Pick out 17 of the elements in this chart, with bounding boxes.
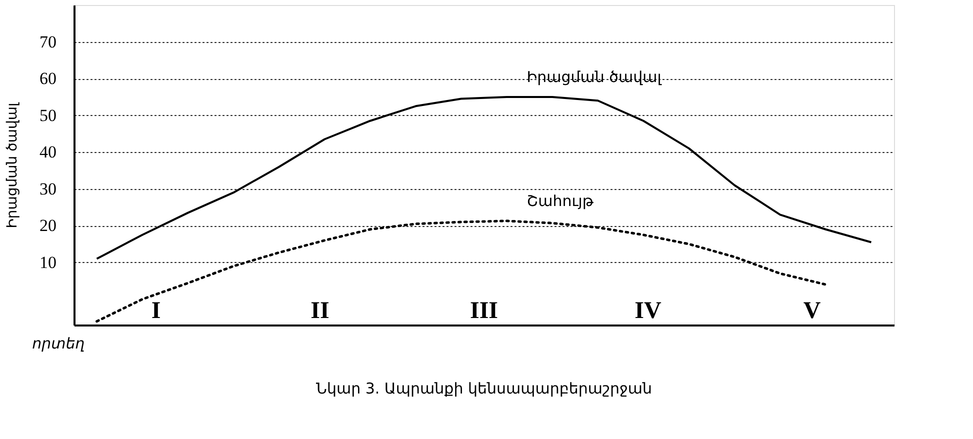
text: որտեղ	[32, 334, 85, 352]
annotation: IV	[634, 298, 662, 324]
annotation: II	[310, 298, 330, 324]
y-tick-label: 30	[40, 179, 56, 198]
y-tick-label: 70	[40, 32, 56, 52]
y-tick-label: 50	[40, 106, 56, 125]
y-tick-label: 60	[40, 69, 56, 88]
y-tick-label: 10	[40, 252, 56, 272]
y-axis-title: Իրացման ծավալ	[4, 102, 20, 228]
text: Նկար 3. Ապրանքի կենսապարբերաշրջան	[316, 379, 652, 398]
y-tick-label: 40	[40, 142, 56, 162]
series-label: Շահույթ	[526, 192, 594, 210]
annotation: V	[803, 298, 822, 324]
y-tick-label: 20	[40, 216, 56, 236]
annotation: I	[151, 298, 161, 324]
annotation: III	[470, 298, 498, 324]
series-label: Իրացման ծավալ	[526, 68, 662, 86]
